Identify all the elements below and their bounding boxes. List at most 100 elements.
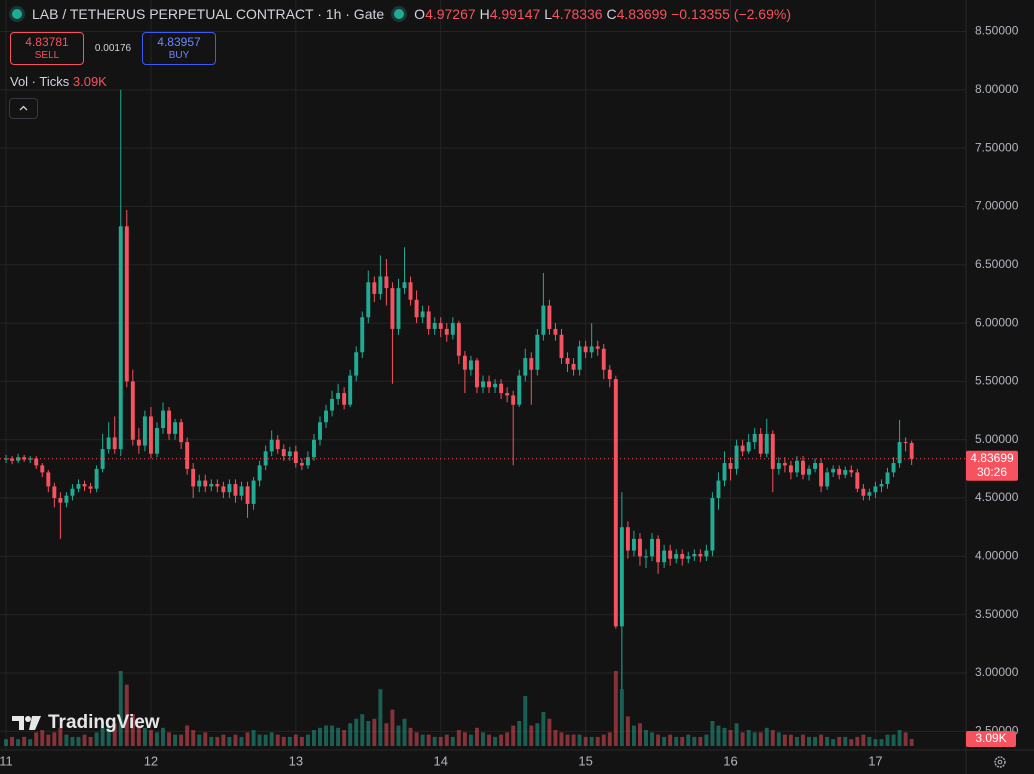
volume-bar	[82, 734, 87, 746]
candle-body	[342, 393, 347, 405]
candle-body	[408, 282, 413, 300]
volume-bar	[825, 736, 830, 746]
chevron-icon	[19, 105, 28, 111]
x-tick-label: 17	[868, 753, 882, 768]
volume-bar	[505, 732, 510, 746]
candle-body	[64, 495, 69, 503]
volume-bar	[76, 736, 81, 746]
candle-body	[40, 465, 45, 473]
volume-bar	[776, 732, 781, 746]
ohlc-value: 4.78336	[551, 6, 603, 22]
candle-body	[867, 492, 872, 496]
volume-bar	[770, 730, 775, 746]
volume-bar	[879, 739, 884, 746]
candle-body	[402, 282, 407, 289]
volume-bar	[662, 736, 667, 746]
candle-body	[360, 317, 365, 353]
candle-body	[52, 486, 57, 499]
candle-body	[758, 433, 763, 454]
candle-body	[384, 276, 389, 289]
volume-bar	[263, 734, 268, 746]
candle-body	[891, 463, 896, 473]
volume-bar	[680, 736, 685, 746]
candle-body	[734, 445, 739, 469]
candle-body	[311, 439, 316, 458]
volume-bar	[595, 736, 600, 746]
candle-body	[794, 460, 799, 473]
volume-bar	[734, 723, 739, 746]
ohlc-value: 4.97267	[425, 6, 476, 22]
volume-bar	[245, 732, 250, 746]
candle-body	[686, 556, 691, 559]
volume-bar	[64, 734, 69, 746]
volume-bar	[173, 734, 178, 746]
candle-body	[722, 463, 727, 481]
volume-bar	[179, 734, 184, 746]
candle-body	[879, 484, 884, 487]
volume-bar	[656, 734, 661, 746]
candle-body	[197, 480, 202, 487]
volume-bar	[233, 734, 238, 746]
candle-body	[607, 369, 612, 380]
volume-bar	[58, 727, 63, 746]
settings-icon[interactable]	[994, 756, 1006, 768]
brand-logo[interactable]: TradingView	[12, 712, 160, 734]
volume-bar	[650, 732, 655, 746]
y-tick-label: 6.50000	[975, 257, 1019, 271]
volume-bar	[4, 739, 8, 746]
candle-body	[372, 282, 377, 294]
volume-bar	[251, 730, 256, 746]
volume-bar	[559, 732, 564, 746]
volume-bar	[794, 736, 799, 746]
x-tick-label: 11	[0, 753, 13, 768]
legend-header: LAB / TETHERUS PERPETUAL CONTRACT · 1h ·…	[8, 6, 791, 22]
candle-body	[414, 299, 419, 318]
ohlc-label: L	[544, 6, 552, 22]
sell-button[interactable]: 4.83781 SELL	[10, 32, 84, 65]
volume-bar	[112, 723, 117, 746]
candle-body	[595, 346, 600, 349]
candle-body	[589, 346, 594, 353]
volume-bar	[52, 732, 57, 746]
volume-bar	[746, 730, 751, 746]
trade-buttons: 4.83781 SELL 0.00176 4.83957 BUY	[10, 32, 216, 65]
volume-bar	[607, 732, 612, 746]
volume-bar	[167, 732, 172, 746]
candle-body	[293, 451, 298, 464]
y-tick-label: 8.50000	[975, 24, 1019, 38]
volume-bar	[716, 725, 721, 746]
volume-bar	[903, 732, 908, 746]
candle-body	[541, 305, 546, 335]
volume-bar	[619, 689, 624, 746]
volume-bar	[668, 734, 673, 746]
volume-bar	[819, 734, 824, 746]
buy-button[interactable]: 4.83957 BUY	[142, 32, 216, 65]
candle-body	[432, 323, 437, 329]
collapse-button[interactable]	[9, 98, 38, 119]
volume-bar	[523, 696, 528, 746]
volume-bar	[203, 732, 208, 746]
candle-body	[348, 375, 353, 405]
volume-bar	[281, 736, 286, 746]
volume-bar	[740, 732, 745, 746]
buy-label: BUY	[168, 49, 190, 61]
candle-body	[94, 468, 99, 489]
volume-bars	[4, 671, 914, 746]
candle-body	[613, 379, 618, 627]
sell-price: 4.83781	[25, 34, 69, 49]
volume-label-box	[966, 730, 1016, 747]
candle-body	[281, 449, 286, 457]
volume-bar	[511, 725, 516, 746]
symbol-title[interactable]: LAB / TETHERUS PERPETUAL CONTRACT · 1h ·…	[32, 6, 385, 22]
candle-body	[529, 358, 534, 370]
candle-body	[468, 360, 473, 370]
candle-body	[366, 282, 371, 318]
candle-body	[740, 445, 745, 452]
candle-body	[601, 348, 606, 370]
candle-body	[203, 480, 208, 487]
volume-bar	[100, 727, 105, 746]
volume-bar	[728, 730, 733, 746]
candle-body	[136, 439, 141, 446]
volume-bar	[94, 732, 99, 746]
volume-bar	[40, 730, 45, 746]
